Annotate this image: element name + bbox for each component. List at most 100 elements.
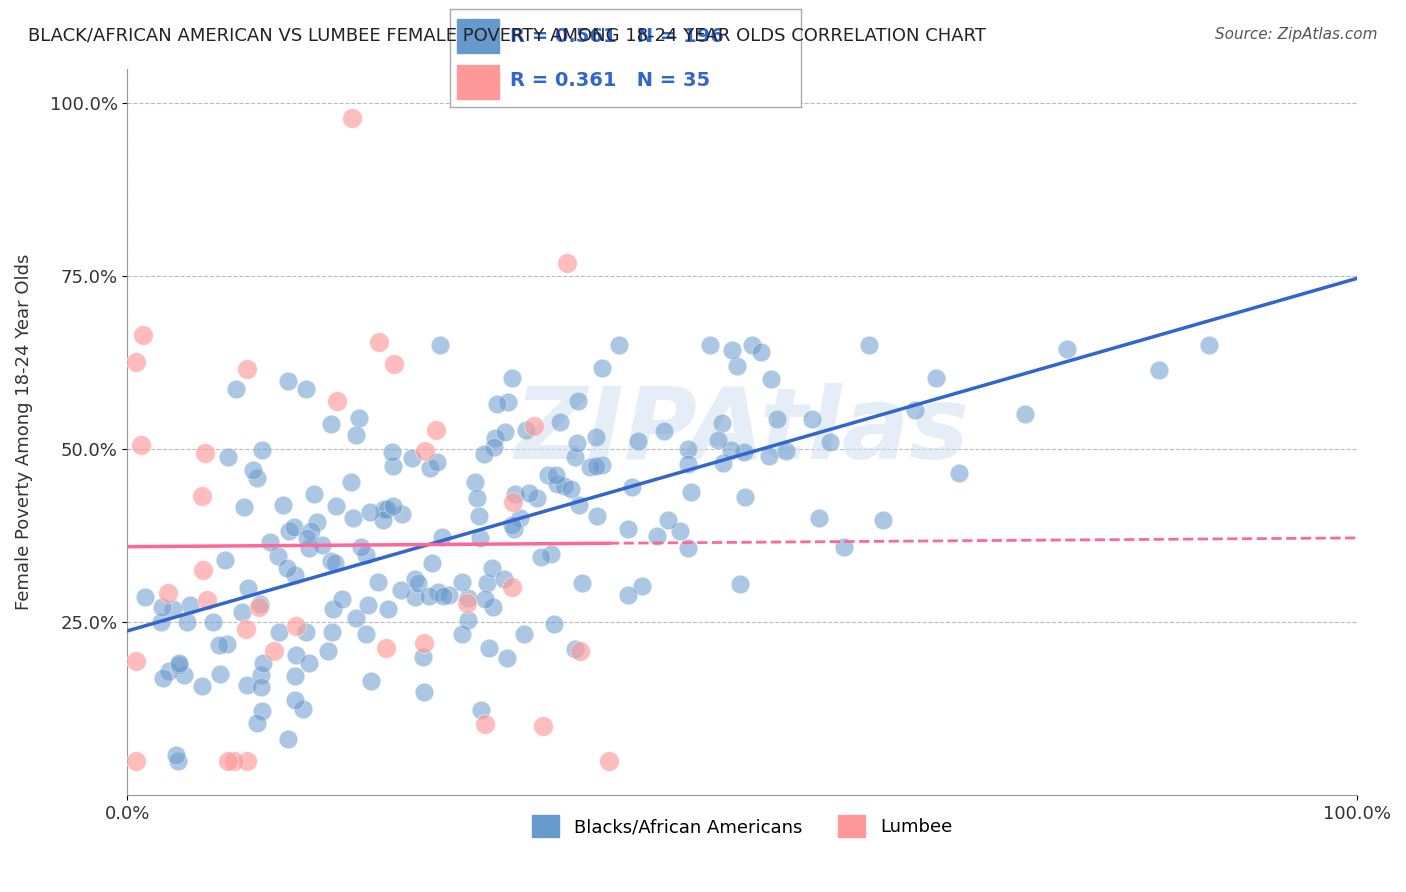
Point: [321, 624, 343, 639]
Point: [250, 704, 273, 718]
Point: [456, 596, 478, 610]
Point: [494, 425, 516, 440]
Point: [284, 669, 307, 683]
Point: [503, 487, 526, 501]
Point: [555, 255, 578, 269]
Point: [162, 601, 184, 615]
Point: [818, 435, 841, 450]
Point: [295, 531, 318, 545]
Point: [374, 640, 396, 655]
Point: [501, 517, 523, 532]
Point: [150, 615, 173, 629]
Point: [249, 668, 271, 682]
Point: [195, 593, 218, 607]
Point: [305, 516, 328, 530]
Point: [457, 613, 479, 627]
Point: [167, 754, 190, 768]
Point: [517, 486, 540, 500]
Point: [645, 529, 668, 543]
Point: [546, 477, 568, 491]
Point: [152, 671, 174, 685]
Point: [540, 548, 562, 562]
Point: [481, 561, 503, 575]
Point: [474, 717, 496, 731]
Point: [217, 450, 239, 464]
Point: [710, 416, 733, 430]
Point: [630, 579, 652, 593]
Point: [347, 410, 370, 425]
Point: [567, 394, 589, 409]
Point: [568, 644, 591, 658]
Point: [283, 520, 305, 534]
Point: [495, 651, 517, 665]
Point: [381, 444, 404, 458]
Point: [381, 499, 404, 513]
Point: [470, 531, 492, 545]
Point: [564, 450, 586, 465]
Point: [246, 471, 269, 485]
Point: [720, 443, 742, 458]
Point: [236, 678, 259, 692]
Point: [591, 361, 613, 376]
Point: [259, 534, 281, 549]
Point: [678, 541, 700, 555]
Point: [322, 602, 344, 616]
Legend: Blacks/African Americans, Lumbee: Blacks/African Americans, Lumbee: [524, 808, 959, 845]
Point: [761, 371, 783, 385]
Point: [699, 338, 721, 352]
Point: [515, 423, 537, 437]
Point: [277, 375, 299, 389]
Point: [344, 611, 367, 625]
Point: [413, 636, 436, 650]
Point: [565, 435, 588, 450]
Y-axis label: Female Poverty Among 18-24 Year Olds: Female Poverty Among 18-24 Year Olds: [15, 253, 32, 610]
Point: [948, 467, 970, 481]
Point: [214, 553, 236, 567]
Point: [766, 411, 789, 425]
Point: [412, 650, 434, 665]
Point: [758, 450, 780, 464]
Point: [418, 461, 440, 475]
Point: [202, 615, 225, 630]
Point: [359, 505, 381, 519]
Point: [468, 508, 491, 523]
Point: [233, 500, 256, 515]
Point: [607, 338, 630, 352]
Point: [285, 648, 308, 662]
Point: [179, 599, 201, 613]
Point: [657, 513, 679, 527]
Point: [406, 575, 429, 590]
Point: [340, 111, 363, 125]
Point: [173, 667, 195, 681]
Point: [560, 482, 582, 496]
Point: [477, 640, 499, 655]
Point: [344, 428, 367, 442]
Point: [291, 702, 314, 716]
Point: [728, 576, 751, 591]
Point: [465, 491, 488, 506]
Point: [585, 459, 607, 474]
Point: [413, 685, 436, 699]
Point: [484, 432, 506, 446]
Point: [681, 484, 703, 499]
Point: [169, 656, 191, 670]
Point: [404, 572, 426, 586]
Point: [513, 627, 536, 641]
Point: [567, 498, 589, 512]
Point: [904, 402, 927, 417]
Point: [1147, 363, 1170, 377]
Point: [492, 572, 515, 586]
Point: [217, 754, 239, 768]
Point: [278, 524, 301, 538]
Point: [474, 591, 496, 606]
Point: [502, 523, 524, 537]
Point: [236, 362, 259, 376]
Point: [242, 463, 264, 477]
Point: [263, 643, 285, 657]
Point: [236, 581, 259, 595]
Text: Source: ZipAtlas.com: Source: ZipAtlas.com: [1215, 27, 1378, 42]
Point: [354, 626, 377, 640]
Point: [250, 680, 273, 694]
Point: [401, 451, 423, 466]
Point: [231, 605, 253, 619]
